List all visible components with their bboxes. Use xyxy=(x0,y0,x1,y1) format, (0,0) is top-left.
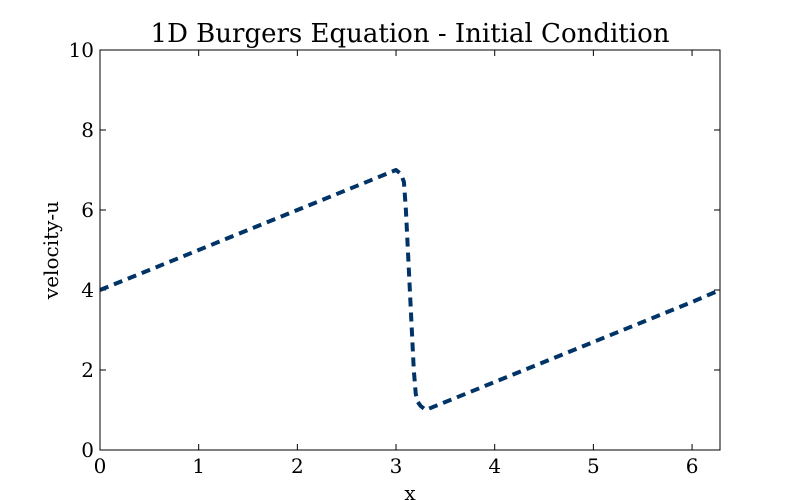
x-tick-label: 1 xyxy=(192,454,205,478)
chart-title: 1D Burgers Equation - Initial Condition xyxy=(151,19,670,49)
series-line-0 xyxy=(99,168,721,412)
x-tick-label: 4 xyxy=(488,454,501,478)
x-tick-label: 3 xyxy=(390,454,403,478)
y-tick-label: 0 xyxy=(81,438,94,462)
y-tick-label: 2 xyxy=(81,358,94,382)
x-tick-label: 5 xyxy=(587,454,600,478)
x-tick-label: 6 xyxy=(686,454,699,478)
plot-frame xyxy=(99,49,721,451)
y-tick-label: 4 xyxy=(81,278,94,302)
x-axis-label: x xyxy=(404,481,416,500)
x-tick-label: 0 xyxy=(94,454,107,478)
y-tick-label: 8 xyxy=(81,118,94,142)
y-tick-label: 6 xyxy=(81,198,94,222)
y-axis-label: velocity-u xyxy=(39,201,63,300)
y-tick-label: 10 xyxy=(69,38,94,62)
x-tick-label: 2 xyxy=(291,454,304,478)
series-layer xyxy=(99,168,721,412)
ticks: 0 1 2 3 4 5 6 0 2 4 6 8 10 xyxy=(69,38,720,478)
